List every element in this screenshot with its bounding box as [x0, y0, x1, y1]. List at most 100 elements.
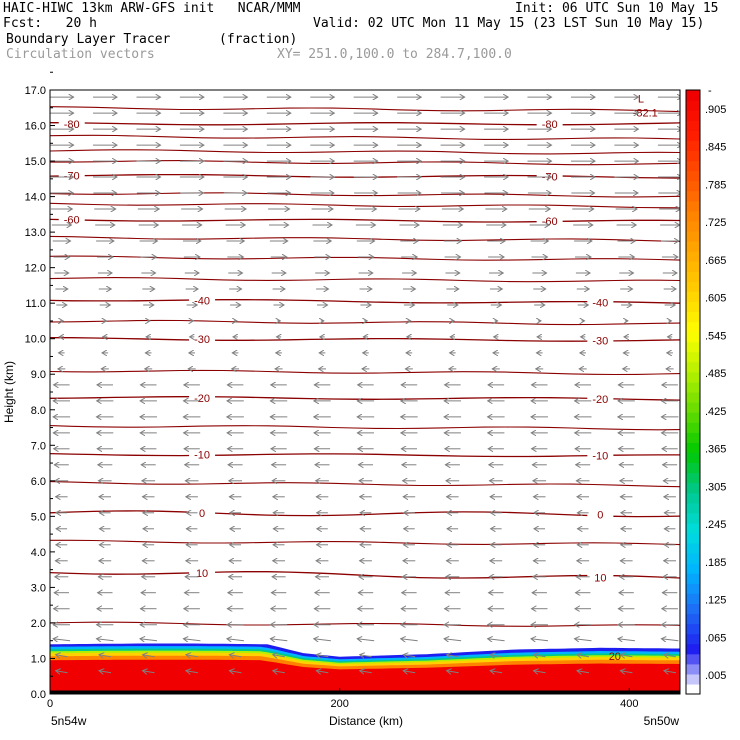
contour-label--70-right: -70	[542, 172, 558, 184]
wind-vector	[227, 639, 244, 641]
wind-vector	[183, 639, 201, 641]
contour--10	[50, 452, 680, 458]
wind-vector	[186, 655, 198, 657]
colorbar-swatch	[686, 311, 700, 323]
colorbar-label: .305	[705, 481, 726, 493]
y-tick-label: 1.0	[31, 653, 46, 665]
wind-vector	[273, 671, 285, 673]
header-vector-name: Circulation vectors	[6, 47, 155, 62]
header-xy-range: XY= 251.0,100.0 to 284.7,100.0	[277, 47, 512, 62]
colorbar-swatch	[686, 251, 700, 262]
colorbar-frame	[685, 89, 701, 695]
colorbar-swatch	[686, 633, 700, 645]
colorbar-label: .845	[705, 142, 726, 154]
y-tick-label: 14.0	[25, 192, 46, 204]
colorbar-swatch	[686, 492, 700, 504]
colorbar-swatch	[686, 190, 700, 202]
wind-vector	[143, 655, 155, 657]
wind-vector	[273, 655, 285, 657]
contour--30	[50, 337, 680, 342]
wind-vector	[490, 671, 503, 673]
colorbar-swatch	[686, 170, 700, 182]
colorbar-swatch	[686, 210, 700, 222]
wind-vector	[403, 655, 416, 657]
colorbar-label: .425	[705, 406, 726, 418]
y-tick-label: 4.0	[31, 547, 46, 559]
colorbar-label: .605	[705, 293, 726, 305]
colorbar-swatch	[686, 271, 700, 282]
contour-label-20: 20	[609, 651, 621, 663]
y-tick-label: 6.0	[31, 476, 46, 488]
y-tick-label: 3.0	[31, 582, 46, 594]
y-tick-label: 5.0	[31, 511, 46, 523]
header-field-units: (fraction)	[219, 32, 298, 47]
colorbar-swatch	[686, 673, 700, 685]
colorbar-swatch	[686, 412, 700, 423]
extreme-value-label: -82.1	[633, 108, 658, 120]
colorbar-label: .785	[705, 179, 726, 191]
x-tick-label: 400	[620, 698, 638, 710]
colorbar-swatch	[686, 140, 700, 151]
contour-minor-15	[50, 106, 680, 113]
colorbar-swatch	[686, 663, 700, 675]
y-tick-label: 15.0	[25, 156, 46, 168]
contour-label-bg--80-right	[536, 117, 563, 130]
wind-vector	[618, 639, 635, 641]
colorbar-swatch	[686, 130, 700, 141]
colorbar-label: .125	[705, 595, 726, 607]
contour-minor-4	[50, 425, 680, 431]
contour-label--80-left: -80	[64, 119, 80, 131]
contour-label-0-left: 0	[199, 508, 205, 520]
y-tick-label: 2.0	[31, 618, 46, 630]
colorbar-swatch	[686, 291, 700, 302]
contour-label--40-right: -40	[592, 298, 608, 310]
wind-vector	[447, 655, 459, 657]
wind-vector	[664, 671, 676, 673]
contour-label--80-right: -80	[542, 119, 558, 131]
contour-label-bg--40-right	[587, 296, 614, 309]
wind-vector	[444, 639, 462, 641]
contour--40	[50, 299, 680, 304]
y-tick-label: 10.0	[25, 334, 46, 346]
wind-vector	[97, 639, 114, 641]
colorbar-label: .725	[705, 217, 726, 229]
wind-vector	[401, 639, 418, 641]
contour-minor-10	[50, 202, 680, 209]
colorbar-swatch	[686, 613, 700, 625]
contour-label-bg--10-right	[587, 449, 614, 462]
wind-vector	[99, 655, 112, 657]
y-tick-label: 11.0	[25, 298, 46, 310]
x-endpoint-left: 5n54w	[51, 714, 87, 728]
colorbar-swatch	[686, 432, 700, 443]
contour-label-bg-0-right	[587, 508, 614, 521]
wind-vector	[490, 655, 503, 657]
colorbar-label: .005	[705, 670, 726, 682]
wind-vector	[56, 671, 68, 673]
colorbar-swatch	[686, 220, 700, 232]
colorbar-swatch	[686, 402, 700, 413]
contour-label-bg--10-left	[189, 448, 216, 461]
contour-label--70-left: -70	[64, 170, 80, 182]
y-tick-label: 7.0	[31, 440, 46, 452]
wind-vector	[577, 671, 590, 673]
colorbar-swatch	[686, 331, 700, 343]
colorbar-swatch	[686, 452, 700, 464]
colorbar-swatch	[686, 381, 700, 393]
contour-label-0-right: 0	[597, 509, 603, 521]
wind-vector	[360, 671, 372, 673]
colorbar-label: .185	[705, 557, 726, 569]
extreme-marker: L	[638, 93, 644, 105]
contour-minor-3	[50, 481, 680, 488]
colorbar-swatch	[686, 683, 700, 695]
colorbar-swatch	[686, 392, 700, 403]
colorbar-label: .545	[705, 330, 726, 342]
contour-label--30-right: -30	[592, 335, 608, 347]
colorbar-swatch	[686, 543, 700, 554]
colorbar-swatch	[686, 522, 700, 534]
contour-label-bg--30-left	[189, 333, 216, 346]
y-tick-label: 9.0	[31, 369, 46, 381]
colorbar-swatch	[686, 150, 700, 162]
contour-label--60-right: -60	[542, 216, 558, 228]
wind-vector	[99, 671, 112, 673]
